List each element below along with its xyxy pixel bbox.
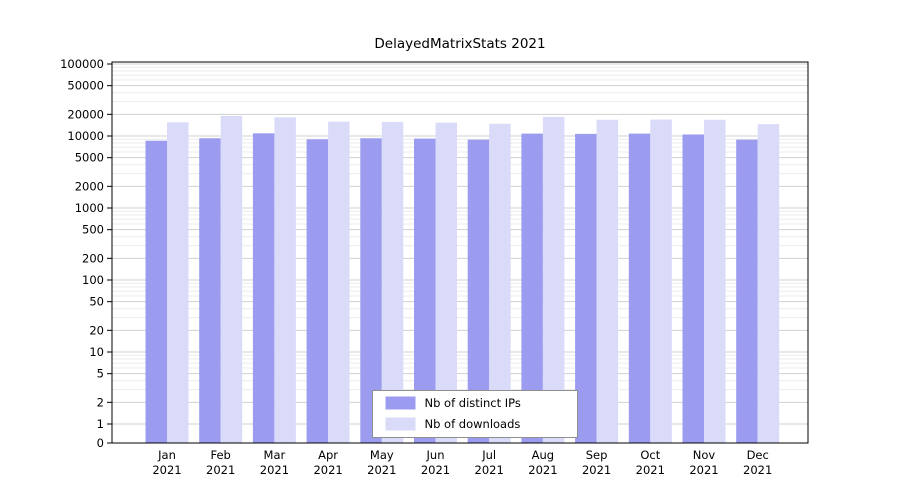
x-tick-label-year: 2021 (689, 463, 718, 477)
y-tick-label: 10 (89, 345, 104, 359)
x-tick-label-year: 2021 (475, 463, 504, 477)
bars (145, 115, 780, 444)
bar-ips-aug (521, 133, 543, 443)
x-tick-label-year: 2021 (152, 463, 181, 477)
x-tick-label-month: Oct (640, 448, 660, 462)
x-tick-label-month: Jul (481, 448, 496, 462)
x-tick-label-month: Feb (211, 448, 231, 462)
y-tick-label: 5000 (75, 151, 104, 165)
bar-downloads-oct (650, 119, 672, 443)
bar-ips-feb (199, 138, 221, 443)
legend-label-ips: Nb of distinct IPs (425, 396, 521, 410)
bar-downloads-feb (220, 115, 243, 443)
legend-label-downloads: Nb of downloads (425, 417, 521, 431)
x-tick-label-month: Dec (747, 448, 769, 462)
bar-downloads-may (381, 121, 404, 443)
y-tick-label: 50000 (67, 79, 104, 93)
x-tick-label-month: Jan (157, 448, 176, 462)
y-tick-label: 1000 (75, 201, 104, 215)
bar-ips-dec (736, 139, 758, 443)
y-tick-label: 1 (97, 417, 104, 431)
bar-downloads-jul (489, 123, 511, 444)
y-tick-label: 10000 (67, 129, 104, 143)
bar-ips-apr (306, 139, 329, 443)
bar-downloads-nov (704, 119, 726, 443)
legend-swatch-downloads (385, 417, 416, 431)
bar-downloads-sep (596, 119, 619, 443)
y-tick-label: 200 (82, 251, 104, 265)
bar-downloads-aug (542, 116, 565, 444)
x-tick-label-month: Apr (318, 448, 338, 462)
x-tick-label-month: Sep (586, 448, 608, 462)
bar-ips-jun (414, 138, 436, 443)
bar-downloads-jan (167, 122, 189, 444)
legend: Nb of distinct IPs Nb of downloads (372, 390, 578, 438)
y-tick-label: 2 (97, 395, 104, 409)
x-axis: Jan2021Feb2021Mar2021Apr2021May2021Jun20… (152, 448, 772, 477)
bar-ips-nov (682, 134, 704, 443)
x-tick-label-month: Mar (264, 448, 286, 462)
y-tick-label: 50 (89, 295, 104, 309)
y-tick-label: 100000 (60, 57, 104, 71)
bar-ips-mar (252, 133, 275, 443)
bar-ips-oct (628, 133, 651, 443)
x-tick-label-month: May (370, 448, 394, 462)
bar-ips-may (360, 138, 382, 443)
chart-title: DelayedMatrixStats 2021 (374, 36, 546, 52)
x-tick-label-year: 2021 (528, 463, 557, 477)
y-tick-label: 500 (82, 223, 104, 237)
bar-downloads-mar (274, 117, 296, 444)
x-tick-label-year: 2021 (421, 463, 450, 477)
x-tick-label-year: 2021 (206, 463, 235, 477)
y-tick-label: 5 (97, 367, 104, 381)
x-tick-label-year: 2021 (582, 463, 611, 477)
x-tick-label-month: Nov (693, 448, 716, 462)
x-tick-label-month: Aug (532, 448, 554, 462)
x-tick-label-year: 2021 (260, 463, 289, 477)
x-tick-label-year: 2021 (367, 463, 396, 477)
x-tick-label-year: 2021 (636, 463, 665, 477)
y-tick-label: 20000 (67, 107, 104, 121)
bar-downloads-apr (328, 121, 350, 444)
y-tick-label: 0 (97, 436, 104, 450)
legend-swatch-ips (385, 396, 416, 410)
bar-ips-jul (467, 139, 490, 443)
bar-ips-jan (145, 140, 167, 443)
plot-border (111, 61, 809, 444)
bar-downloads-dec (757, 124, 780, 443)
bar-ips-sep (575, 133, 597, 443)
x-tick-label-year: 2021 (313, 463, 342, 477)
bar-downloads-jun (435, 122, 457, 444)
y-axis: 0 1 2 5 10 20 50 100 200 500 1000 2000 5000 10000 2000… (60, 57, 112, 450)
x-tick-label-year: 2021 (743, 463, 772, 477)
x-tick-label-month: Jun (426, 448, 445, 462)
y-tick-label: 2000 (75, 179, 104, 193)
y-tick-label: 20 (89, 323, 104, 337)
y-tick-label: 100 (82, 273, 104, 287)
